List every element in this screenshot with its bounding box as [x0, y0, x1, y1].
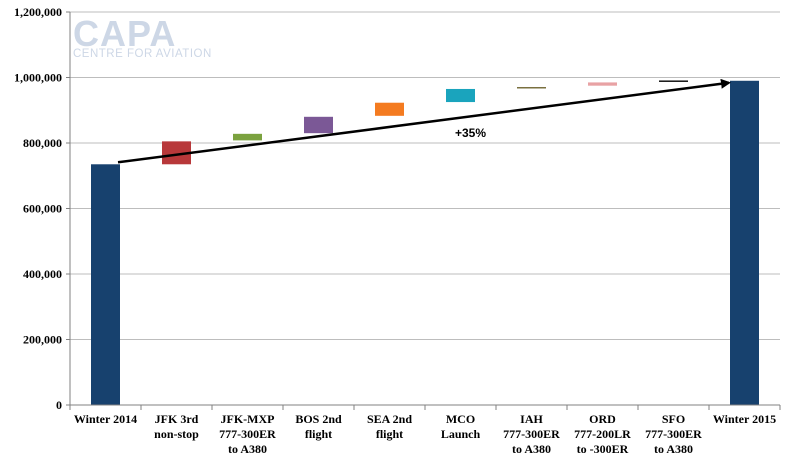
logo-sub-text: CENTRE FOR AVIATION [73, 48, 212, 60]
step-bar [233, 133, 262, 141]
y-tick-labels: 0 200,000 400,000 600,000 800,000 1,000,000 1,… [14, 5, 62, 412]
y-tick-label: 200,000 [23, 333, 62, 347]
x-category-labels: Winter 2014 JFK 3rd non-stop JFK-MXP 777-300… [74, 412, 776, 456]
total-bar [730, 80, 759, 406]
gridlines [70, 11, 780, 340]
x-category-label: MCO Launch [441, 412, 481, 441]
y-tick-label: 800,000 [23, 136, 62, 150]
x-category-label: BOS 2nd flight [295, 412, 342, 441]
step-bar [659, 80, 688, 82]
step-bar [517, 86, 546, 89]
step-bar [588, 82, 617, 86]
x-category-label: IAH 777-300ER to A380 [503, 412, 560, 456]
total-bar [91, 164, 120, 405]
step-bar [162, 141, 191, 165]
capa-logo: CAPA CENTRE FOR AVIATION [73, 13, 212, 60]
trend-overlay: +35% [117, 78, 731, 164]
step-bar [446, 88, 475, 103]
growth-annotation: +35% [455, 126, 486, 140]
logo-main-text: CAPA [73, 13, 176, 54]
x-category-label: ORD 777-200LR to -300ER [574, 412, 631, 456]
y-tick-label: 1,000,000 [14, 71, 62, 85]
y-tick-label: 0 [56, 398, 62, 412]
x-category-label: SFO 777-300ER to A380 [645, 412, 702, 456]
bars-group [91, 80, 759, 406]
y-tick-label: 600,000 [23, 202, 62, 216]
axes [66, 11, 781, 410]
trend-arrow [117, 78, 731, 164]
x-category-label: Winter 2015 [713, 412, 776, 426]
y-tick-label: 400,000 [23, 267, 62, 281]
x-category-label: SEA 2nd flight [367, 412, 412, 441]
step-bar [304, 116, 333, 134]
x-category-label: Winter 2014 [74, 412, 137, 426]
step-bar [375, 102, 404, 116]
y-tick-label: 1,200,000 [14, 5, 62, 19]
x-category-label: JFK-MXP 777-300ER to A380 [219, 412, 276, 456]
x-category-label: JFK 3rd non-stop [154, 412, 199, 441]
